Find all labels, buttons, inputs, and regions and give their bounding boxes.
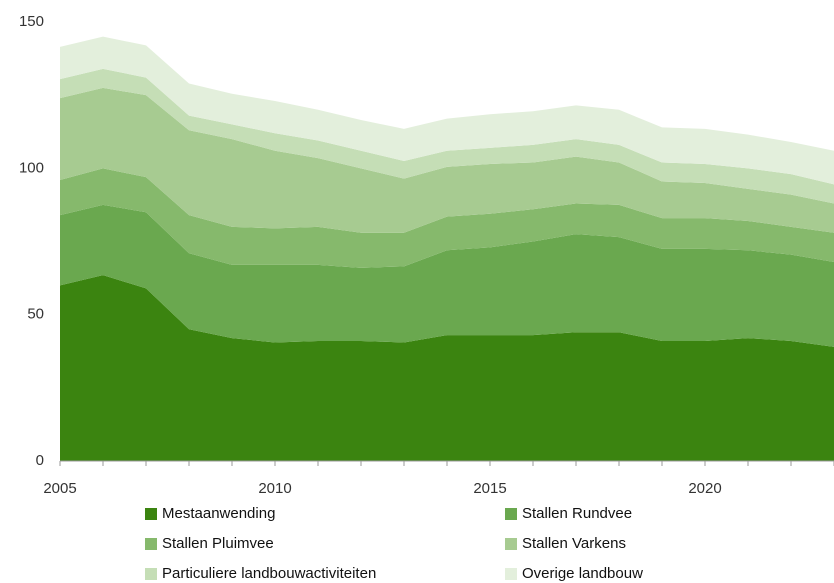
legend-label: Stallen Pluimvee [162,535,274,552]
area [60,68,834,204]
x-tick-label: 2010 [258,480,291,497]
x-tick-label: 2015 [473,480,506,497]
legend-label: Stallen Varkens [522,535,626,552]
area [60,275,834,461]
y-tick-label: 100 [19,159,44,176]
area [60,87,834,233]
legend-label: Mestaanwending [162,505,275,522]
y-tick-label: 50 [27,306,44,323]
legend-label: Particuliere landbouwactiviteiten [162,565,376,582]
legend-swatch [505,538,517,550]
x-tick-label: 2020 [688,480,721,497]
legend-swatch [505,568,517,580]
legend-label: Stallen Rundvee [522,505,632,522]
area [60,204,834,347]
legend-swatch [145,508,157,520]
legend-label: Overige landbouw [522,565,643,582]
legend-swatch [505,508,517,520]
legend-swatch [145,568,157,580]
area [60,36,834,185]
y-tick-label: 150 [19,13,44,30]
legend-swatch [145,538,157,550]
x-tick-label: 2005 [43,480,76,497]
area [60,168,834,268]
y-tick-label: 0 [36,452,44,469]
